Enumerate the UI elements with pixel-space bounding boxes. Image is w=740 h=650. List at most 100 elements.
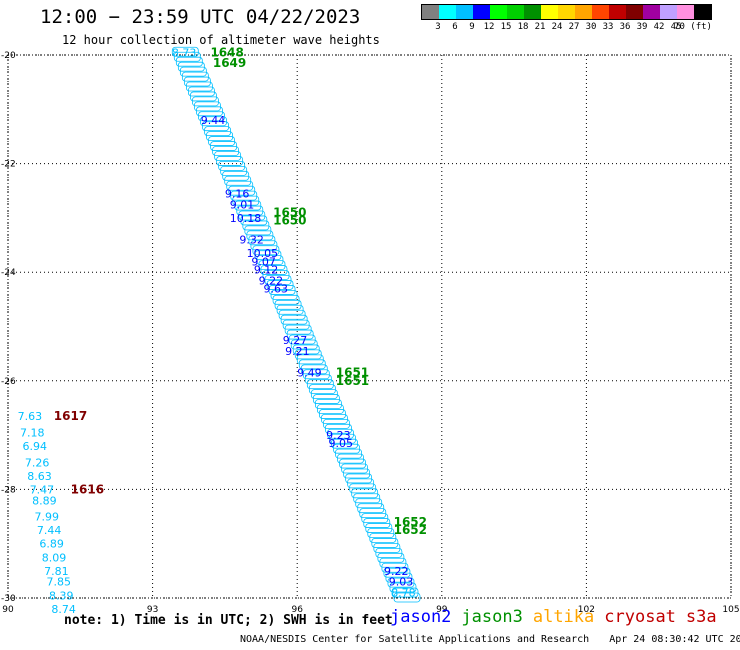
wave-height-value: 9.63 — [263, 282, 288, 295]
track-mark — [306, 379, 334, 390]
track-mark — [280, 314, 308, 325]
wave-height-value: 9.23 — [326, 429, 351, 442]
legend-swatch — [422, 5, 439, 19]
track-mark — [206, 131, 233, 142]
track-mark — [323, 418, 350, 429]
generated-timestamp: Apr 24 08:30:42 UTC 2023 — [609, 634, 740, 645]
credit-line: NOAA/NESDIS Center for Satellite Applica… — [240, 634, 740, 645]
track-mark — [288, 334, 316, 345]
legend-swatch — [609, 5, 626, 19]
orbit-number-label: 1617 — [54, 409, 87, 423]
track-mark — [202, 121, 229, 132]
track-mark — [272, 294, 300, 305]
wave-height-value: 7.26 — [25, 456, 50, 469]
wave-height-value: 9.05 — [329, 437, 354, 450]
legend-label: 42 — [653, 22, 665, 32]
track-mark — [188, 86, 215, 97]
track-mark — [214, 151, 242, 161]
lon-tick-label: 102 — [578, 605, 595, 615]
track-mark — [369, 533, 397, 543]
track-mark — [222, 170, 250, 181]
legend-swatch — [541, 5, 558, 19]
track-mark — [242, 220, 270, 231]
track-mark — [298, 359, 326, 370]
wave-height-value: 9.12 — [254, 263, 279, 276]
satellite-s3a: s3a — [685, 607, 717, 627]
track-mark — [270, 289, 298, 300]
track-mark — [290, 339, 318, 350]
track-mark — [177, 61, 205, 72]
wave-height-value: 6.94 — [22, 440, 47, 453]
track-mark — [179, 66, 207, 77]
track-mark — [317, 404, 344, 414]
legend-label: 6 — [452, 22, 458, 32]
track-mark — [343, 468, 371, 479]
track-mark — [183, 76, 211, 87]
altimeter-track-fill — [171, 46, 421, 603]
track-mark — [315, 399, 342, 409]
track-mark — [190, 91, 217, 102]
track-mark — [220, 165, 248, 176]
orbit-number-label: 1652 — [394, 515, 427, 529]
satellite-altika: altika — [532, 607, 595, 627]
lon-tick-label: 99 — [436, 605, 448, 615]
track-mark — [361, 513, 389, 524]
track-mark — [335, 448, 362, 459]
wave-height-value: 7.44 — [37, 524, 62, 537]
wave-height-value: 8.78 — [391, 587, 416, 600]
track-mark — [329, 433, 356, 444]
wave-height-value: 7.81 — [44, 565, 69, 578]
track-mark — [175, 56, 203, 67]
legend-label: 12 — [483, 22, 495, 32]
track-mark — [375, 547, 403, 558]
orbit-number-label: 1650 — [273, 214, 306, 228]
legend-swatch — [677, 5, 694, 19]
track-mark — [357, 503, 385, 514]
track-mark — [300, 364, 328, 375]
track-mark — [321, 414, 348, 424]
track-mark — [347, 478, 375, 489]
track-mark — [327, 428, 354, 439]
legend-swatch — [490, 5, 507, 19]
legend-label: 33 — [602, 22, 614, 32]
track-mark — [312, 394, 340, 404]
wave-height-value: 8.09 — [42, 551, 67, 564]
track-mark — [387, 577, 415, 588]
track-mark — [228, 185, 256, 196]
track-mark — [337, 453, 364, 464]
legend-swatch — [694, 5, 711, 19]
wave-height-value: 7.99 — [35, 511, 60, 524]
legend-label: 30 — [585, 22, 597, 32]
track-mark — [262, 270, 290, 280]
track-mark — [196, 106, 223, 117]
track-mark — [244, 225, 272, 236]
track-mark — [351, 488, 379, 499]
credit-text: NOAA/NESDIS Center for Satellite Applica… — [240, 634, 590, 645]
track-mark — [341, 463, 369, 474]
track-mark — [268, 285, 296, 295]
wave-height-value: 8.74 — [51, 603, 76, 616]
wave-height-value: 10.05 — [247, 247, 279, 260]
legend-swatch — [592, 5, 609, 19]
wave-height-value: 9.44 — [201, 114, 226, 127]
axis-labels: 90 93 96 99 102 105 -20 -22 -24 -26 -28 -30 — [1, 51, 740, 615]
legend-swatch — [660, 5, 677, 19]
track-mark — [250, 240, 278, 251]
wave-height-value: 7.85 — [47, 576, 71, 589]
track-mark — [365, 523, 393, 533]
track-mark — [371, 538, 399, 548]
legend-swatch — [558, 5, 575, 19]
track-mark — [226, 180, 254, 191]
lon-tick-label: 105 — [722, 605, 739, 615]
track-mark — [266, 280, 294, 290]
track-mark — [185, 81, 213, 92]
track-mark — [171, 46, 199, 57]
legend-label: 36 — [619, 22, 631, 32]
orbit-number-label: 1651 — [336, 374, 369, 388]
track-mark — [286, 329, 314, 340]
track-mark — [224, 175, 252, 186]
track-mark — [212, 146, 240, 156]
wave-height-value: 9.32 — [239, 234, 263, 247]
track-mark — [304, 374, 332, 385]
